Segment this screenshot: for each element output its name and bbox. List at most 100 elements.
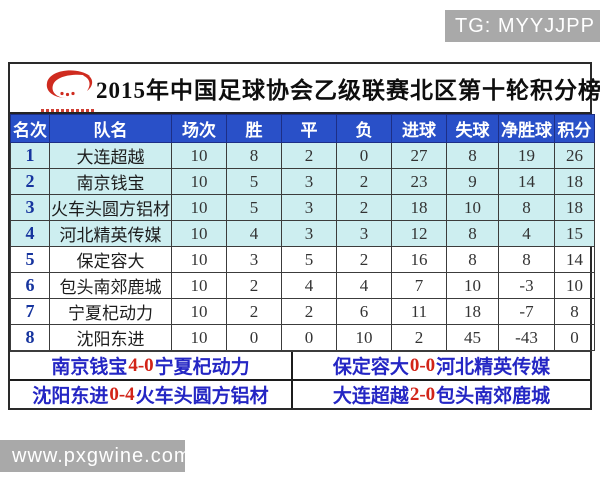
loss-cell: 2 bbox=[336, 194, 392, 221]
home-team: 南京钱宝 bbox=[51, 357, 128, 378]
header-points: 积分 bbox=[554, 114, 595, 143]
played-cell: 10 bbox=[171, 298, 227, 325]
team-cell: 沈阳东进 bbox=[49, 324, 172, 351]
gf-cell: 11 bbox=[391, 298, 447, 325]
loss-cell: 6 bbox=[336, 298, 392, 325]
home-team: 大连超越 bbox=[332, 386, 409, 407]
team-cell: 宁夏杞动力 bbox=[49, 298, 172, 325]
header-goal-diff: 净胜球 bbox=[498, 114, 555, 143]
table-row: 5 保定容大 10 3 5 2 16 8 8 14 bbox=[10, 246, 595, 273]
league-logo-icon bbox=[46, 70, 93, 98]
league-logo-microtext bbox=[41, 109, 95, 112]
rank-cell: 5 bbox=[10, 246, 50, 273]
header-goals-against: 失球 bbox=[446, 114, 499, 143]
match-result: 保定容大 0-0 河北精英传媒 bbox=[293, 352, 590, 379]
draw-cell: 3 bbox=[281, 220, 337, 247]
team-cell: 大连超越 bbox=[49, 142, 172, 169]
team-cell: 南京钱宝 bbox=[49, 168, 172, 195]
loss-cell: 2 bbox=[336, 168, 392, 195]
pts-cell: 10 bbox=[554, 272, 595, 299]
draw-cell: 2 bbox=[281, 298, 337, 325]
rank-cell: 7 bbox=[10, 298, 50, 325]
played-cell: 10 bbox=[171, 168, 227, 195]
away-team: 宁夏杞动力 bbox=[154, 357, 250, 378]
played-cell: 10 bbox=[171, 194, 227, 221]
gd-cell: -7 bbox=[498, 298, 555, 325]
match-result: 南京钱宝 4-0 宁夏杞动力 bbox=[10, 352, 293, 379]
ga-cell: 8 bbox=[446, 246, 499, 273]
header-draw: 平 bbox=[281, 114, 337, 143]
match-score: 4-0 bbox=[128, 354, 154, 376]
draw-cell: 4 bbox=[281, 272, 337, 299]
table-row: 6 包头南郊鹿城 10 2 4 4 7 10 -3 10 bbox=[10, 272, 595, 299]
pts-cell: 18 bbox=[554, 194, 595, 221]
gd-cell: -3 bbox=[498, 272, 555, 299]
match-score: 0-4 bbox=[109, 383, 135, 405]
match-result: 大连超越 2-0 包头南郊鹿城 bbox=[293, 379, 590, 408]
header-rank: 名次 bbox=[10, 114, 50, 143]
team-cell: 河北精英传媒 bbox=[49, 220, 172, 247]
played-cell: 10 bbox=[171, 246, 227, 273]
standings-board: 2015年中国足球协会乙级联赛北区第十轮积分榜 名次 队名 场次 胜 平 负 进… bbox=[8, 62, 600, 410]
table-row: 7 宁夏杞动力 10 2 2 6 11 18 -7 8 bbox=[10, 298, 595, 325]
table-row: 4 河北精英传媒 10 4 3 3 12 8 4 15 bbox=[10, 220, 595, 247]
league-logo bbox=[38, 68, 98, 112]
table-row: 1 大连超越 10 8 2 0 27 8 19 26 bbox=[10, 142, 595, 169]
header-win: 胜 bbox=[226, 114, 282, 143]
pts-cell: 26 bbox=[554, 142, 595, 169]
ga-cell: 8 bbox=[446, 220, 499, 247]
rank-cell: 6 bbox=[10, 272, 50, 299]
home-team: 保定容大 bbox=[332, 357, 409, 378]
win-cell: 5 bbox=[226, 168, 282, 195]
header-played: 场次 bbox=[171, 114, 227, 143]
win-cell: 0 bbox=[226, 324, 282, 351]
team-cell: 火车头圆方铝材 bbox=[49, 194, 172, 221]
win-cell: 2 bbox=[226, 272, 282, 299]
played-cell: 10 bbox=[171, 142, 227, 169]
loss-cell: 4 bbox=[336, 272, 392, 299]
gf-cell: 12 bbox=[391, 220, 447, 247]
ga-cell: 45 bbox=[446, 324, 499, 351]
loss-cell: 0 bbox=[336, 142, 392, 169]
ga-cell: 10 bbox=[446, 272, 499, 299]
page-title: 2015年中国足球协会乙级联赛北区第十轮积分榜 bbox=[96, 78, 600, 103]
played-cell: 10 bbox=[171, 272, 227, 299]
watermark-top-right: TG: MYYJJPP bbox=[445, 10, 600, 42]
home-team: 沈阳东进 bbox=[32, 386, 109, 407]
watermark-bottom-left: www.pxgwine.com bbox=[0, 440, 191, 472]
played-cell: 10 bbox=[171, 220, 227, 247]
away-team: 河北精英传媒 bbox=[436, 357, 551, 378]
win-cell: 8 bbox=[226, 142, 282, 169]
table-row: 8 沈阳东进 10 0 0 10 2 45 -43 0 bbox=[10, 324, 595, 351]
table-header-row: 名次 队名 场次 胜 平 负 进球 失球 净胜球 积分 bbox=[10, 114, 595, 143]
pts-cell: 14 bbox=[554, 246, 595, 273]
table-row: 3 火车头圆方铝材 10 5 3 2 18 10 8 18 bbox=[10, 194, 595, 221]
table-row: 2 南京钱宝 10 5 3 2 23 9 14 18 bbox=[10, 168, 595, 195]
ga-cell: 10 bbox=[446, 194, 499, 221]
gf-cell: 18 bbox=[391, 194, 447, 221]
pts-cell: 18 bbox=[554, 168, 595, 195]
draw-cell: 5 bbox=[281, 246, 337, 273]
gf-cell: 16 bbox=[391, 246, 447, 273]
gf-cell: 23 bbox=[391, 168, 447, 195]
gd-cell: 14 bbox=[498, 168, 555, 195]
title-bar: 2015年中国足球协会乙级联赛北区第十轮积分榜 bbox=[10, 64, 600, 114]
ga-cell: 18 bbox=[446, 298, 499, 325]
header-goals-for: 进球 bbox=[391, 114, 447, 143]
loss-cell: 3 bbox=[336, 220, 392, 247]
rank-cell: 4 bbox=[10, 220, 50, 247]
pts-cell: 0 bbox=[554, 324, 595, 351]
ga-cell: 8 bbox=[446, 142, 499, 169]
loss-cell: 10 bbox=[336, 324, 392, 351]
header-loss: 负 bbox=[336, 114, 392, 143]
gd-cell: 4 bbox=[498, 220, 555, 247]
rank-cell: 3 bbox=[10, 194, 50, 221]
gf-cell: 2 bbox=[391, 324, 447, 351]
away-team: 包头南郊鹿城 bbox=[436, 386, 551, 407]
round-results: 南京钱宝 4-0 宁夏杞动力 保定容大 0-0 河北精英传媒 沈阳东进 0-4 火车头圆方铝… bbox=[10, 351, 590, 408]
pts-cell: 8 bbox=[554, 298, 595, 325]
team-cell: 包头南郊鹿城 bbox=[49, 272, 172, 299]
draw-cell: 3 bbox=[281, 194, 337, 221]
rank-cell: 1 bbox=[10, 142, 50, 169]
draw-cell: 2 bbox=[281, 142, 337, 169]
